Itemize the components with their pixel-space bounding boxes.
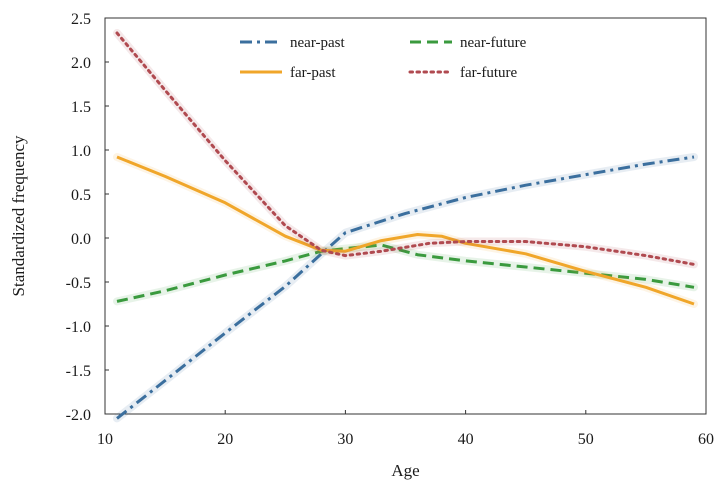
y-tick-label: 0.5 (71, 187, 91, 204)
legend: near-past near-future far-past far-future (240, 35, 527, 81)
series-halo-far-future (113, 29, 698, 269)
x-tick-label: 10 (97, 431, 113, 448)
x-tick-label: 50 (578, 431, 594, 448)
y-tick-label: -2.0 (66, 407, 91, 424)
series-layer (113, 29, 698, 423)
legend-item-near-future: near-future (410, 35, 527, 51)
y-tick-label: 2.5 (71, 11, 91, 28)
y-tick-label: -1.5 (66, 363, 91, 380)
legend-label: near-future (460, 35, 527, 51)
y-tick-label: -0.5 (66, 275, 91, 292)
x-tick-label: 40 (458, 431, 474, 448)
series-line-near-future (116, 243, 695, 303)
legend-label: far-past (290, 65, 336, 81)
x-tick-label: 30 (337, 431, 353, 448)
y-axis-label: Standardized frequency (9, 135, 28, 296)
legend-label: near-past (290, 35, 346, 51)
y-tick-label: 0.0 (71, 231, 91, 248)
x-tick-label: 60 (698, 431, 714, 448)
y-tick-label: -1.0 (66, 319, 91, 336)
plot-frame (104, 17, 707, 415)
y-tick-label: 1.5 (71, 99, 91, 116)
legend-item-far-past: far-past (240, 65, 336, 81)
legend-label: far-future (460, 65, 518, 81)
y-tick-label: 1.0 (71, 143, 91, 160)
legend-item-near-past: near-past (240, 35, 346, 51)
series-line-far-future (115, 31, 696, 266)
tick-labels: 10 20 30 40 50 60 2.5 2.0 1.5 1.0 0.5 0.0 -0.5 -1.0 -1… (66, 11, 714, 448)
series-line-near-past (116, 155, 695, 420)
y-tick-label: 2.0 (71, 55, 91, 72)
x-tick-label: 20 (217, 431, 233, 448)
x-axis-label: Age (391, 461, 419, 480)
plot-area (104, 17, 707, 415)
legend-item-far-future: far-future (408, 65, 518, 81)
series-line-far-past (116, 155, 695, 306)
